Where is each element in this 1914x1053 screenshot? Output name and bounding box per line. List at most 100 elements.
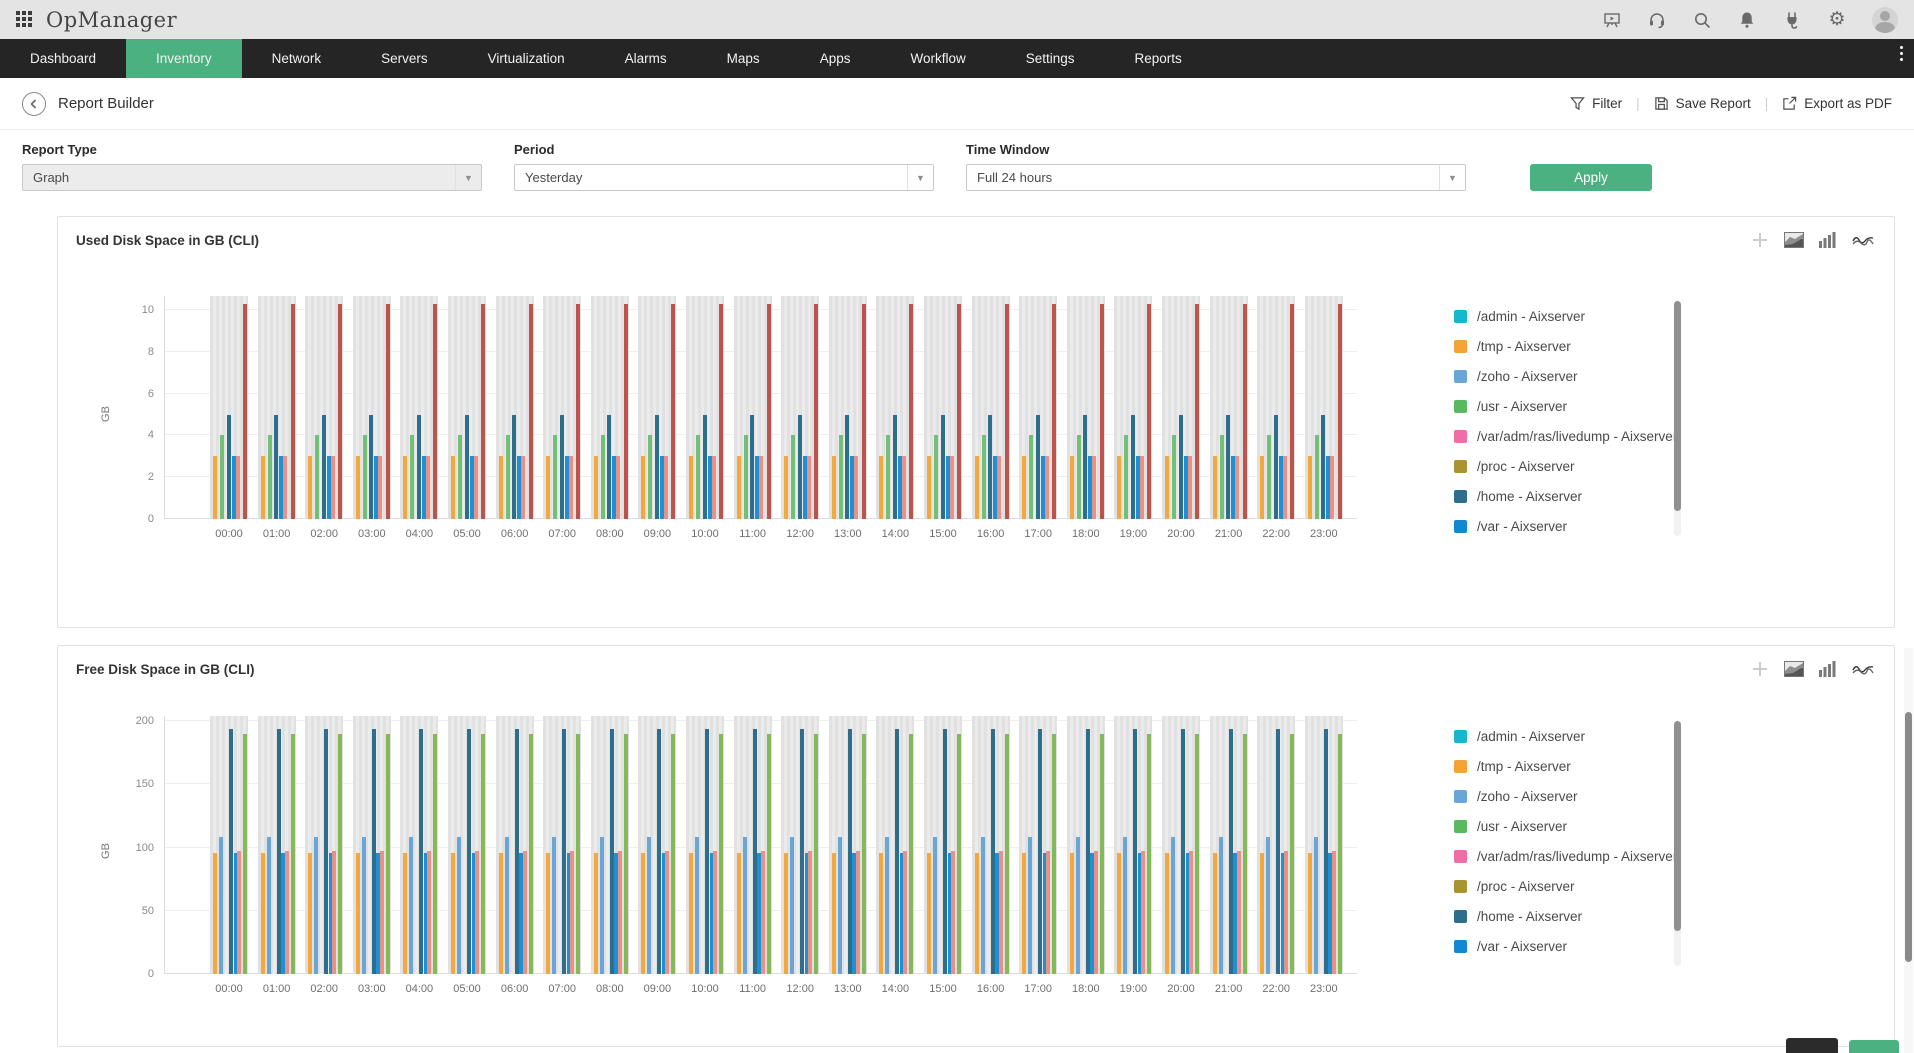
bar-group-04:00 — [400, 296, 439, 519]
filter-button[interactable]: Filter — [1570, 96, 1622, 111]
bar-chart-icon[interactable] — [1819, 232, 1837, 248]
area-chart-icon[interactable] — [1784, 232, 1804, 248]
nav-tab-reports[interactable]: Reports — [1134, 51, 1182, 66]
y-tick-label: 150 — [135, 778, 154, 790]
bar — [940, 415, 945, 519]
nav-tab-workflow[interactable]: Workflow — [910, 51, 966, 66]
x-tick-label: 21:00 — [1214, 528, 1243, 540]
period-select[interactable]: Yesterday ▼ — [514, 164, 934, 191]
nav-tab-dashboard[interactable]: Dashboard — [30, 51, 97, 66]
chevron-down-icon: ▼ — [907, 165, 933, 190]
legend-scrollbar-thumb[interactable] — [1674, 721, 1681, 931]
bar — [308, 456, 313, 519]
legend-item[interactable]: /home - Aixserver — [1454, 901, 1677, 931]
legend-item[interactable]: /admin - Aixserver — [1454, 721, 1677, 751]
bottom-dark-widget[interactable] — [1786, 1038, 1838, 1053]
apps-grid-icon[interactable] — [16, 10, 34, 29]
bar — [576, 304, 581, 519]
legend-item[interactable]: /usr - Aixserver — [1454, 391, 1677, 421]
bar — [759, 456, 764, 519]
nav-tab-maps[interactable]: Maps — [726, 51, 760, 66]
legend-item[interactable]: /proc - Aixserver — [1454, 451, 1677, 481]
bar-group-01:00 — [257, 716, 296, 974]
nav-tab-servers[interactable]: Servers — [381, 51, 428, 66]
bar-group-20:00 — [1162, 296, 1200, 519]
bar-group-14:00 — [876, 716, 915, 974]
bar — [1123, 837, 1128, 974]
bar — [1290, 304, 1295, 519]
report-type-select[interactable]: Graph ▼ — [22, 164, 482, 191]
export-pdf-button[interactable]: Export as PDF — [1782, 96, 1892, 111]
time-window-select[interactable]: Full 24 hours ▼ — [966, 164, 1466, 191]
legend-item[interactable]: /tmp - Aixserver — [1454, 331, 1677, 361]
bar — [376, 853, 381, 974]
legend-label: /usr - Aixserver — [1477, 398, 1568, 414]
bar — [231, 456, 236, 519]
bar — [784, 853, 789, 974]
legend-item[interactable]: /proc - Aixserver — [1454, 871, 1677, 901]
bar — [593, 853, 598, 974]
bar — [283, 456, 288, 519]
plug-icon[interactable] — [1782, 10, 1802, 30]
bar — [517, 456, 522, 519]
bar — [1307, 853, 1312, 974]
apply-button[interactable]: Apply — [1530, 164, 1652, 191]
nav-tab-alarms[interactable]: Alarms — [624, 51, 667, 66]
legend-item[interactable]: /var - Aixserver — [1454, 511, 1677, 541]
legend-item[interactable]: /tmp - Aixserver — [1454, 751, 1677, 781]
bar-group-22:00 — [1257, 716, 1296, 974]
legend-item[interactable]: /var/adm/ras/livedump - Aixserver — [1454, 841, 1677, 871]
bar — [1178, 415, 1183, 519]
line-chart-icon[interactable] — [1852, 233, 1874, 247]
gear-icon[interactable]: ⚙ — [1828, 9, 1846, 30]
bar-group-12:00 — [781, 296, 820, 519]
nav-overflow-menu-icon[interactable] — [1894, 46, 1908, 61]
add-icon[interactable] — [1751, 231, 1769, 249]
headset-icon[interactable] — [1647, 10, 1667, 30]
bar — [528, 734, 533, 974]
bar — [719, 304, 723, 519]
legend-item[interactable]: /zoho - Aixserver — [1454, 781, 1677, 811]
bar — [600, 435, 605, 519]
legend-item[interactable]: /zoho - Aixserver — [1454, 361, 1677, 391]
legend-scrollbar-thumb[interactable] — [1674, 301, 1681, 511]
bar — [641, 853, 646, 974]
search-icon[interactable] — [1692, 10, 1712, 30]
bar — [1075, 837, 1080, 974]
bar — [892, 415, 897, 519]
legend-item[interactable]: /var - Aixserver — [1454, 931, 1677, 961]
bar-chart-icon[interactable] — [1819, 661, 1837, 677]
line-chart-icon[interactable] — [1852, 662, 1874, 676]
nav-tab-network[interactable]: Network — [271, 51, 322, 66]
legend-item[interactable]: /var/adm/ras/livedump - Aixserver — [1454, 421, 1677, 451]
bar — [957, 734, 961, 974]
nav-tab-apps[interactable]: Apps — [819, 51, 851, 66]
nav-tab-virtualization[interactable]: Virtualization — [487, 51, 565, 66]
bottom-green-widget[interactable] — [1849, 1040, 1899, 1053]
legend-scrollbar[interactable] — [1674, 721, 1681, 966]
user-avatar[interactable] — [1872, 6, 1898, 33]
page-scrollbar-thumb[interactable] — [1905, 712, 1912, 962]
nav-tab-inventory[interactable]: Inventory — [126, 39, 242, 78]
bar — [1124, 435, 1129, 519]
back-button[interactable] — [22, 91, 46, 116]
legend-item[interactable]: /usr - Aixserver — [1454, 811, 1677, 841]
bar-group-21:00 — [1209, 716, 1248, 974]
legend-item[interactable]: /admin - Aixserver — [1454, 301, 1677, 331]
nav-tab-settings[interactable]: Settings — [1025, 51, 1075, 66]
presentation-icon[interactable] — [1602, 10, 1622, 30]
save-report-button[interactable]: Save Report — [1654, 96, 1751, 111]
bar — [689, 853, 693, 974]
bar — [562, 729, 567, 974]
add-icon[interactable] — [1751, 660, 1769, 678]
bar — [657, 729, 662, 974]
area-chart-icon[interactable] — [1784, 661, 1804, 677]
legend-swatch — [1454, 789, 1467, 803]
legend-label: /zoho - Aixserver — [1477, 788, 1578, 804]
bell-icon[interactable] — [1737, 10, 1757, 30]
bar — [361, 837, 366, 974]
legend-item[interactable]: /home - Aixserver — [1454, 481, 1677, 511]
bar-group-02:00 — [305, 296, 344, 519]
legend-scrollbar[interactable] — [1674, 301, 1681, 536]
bar — [1242, 734, 1247, 974]
